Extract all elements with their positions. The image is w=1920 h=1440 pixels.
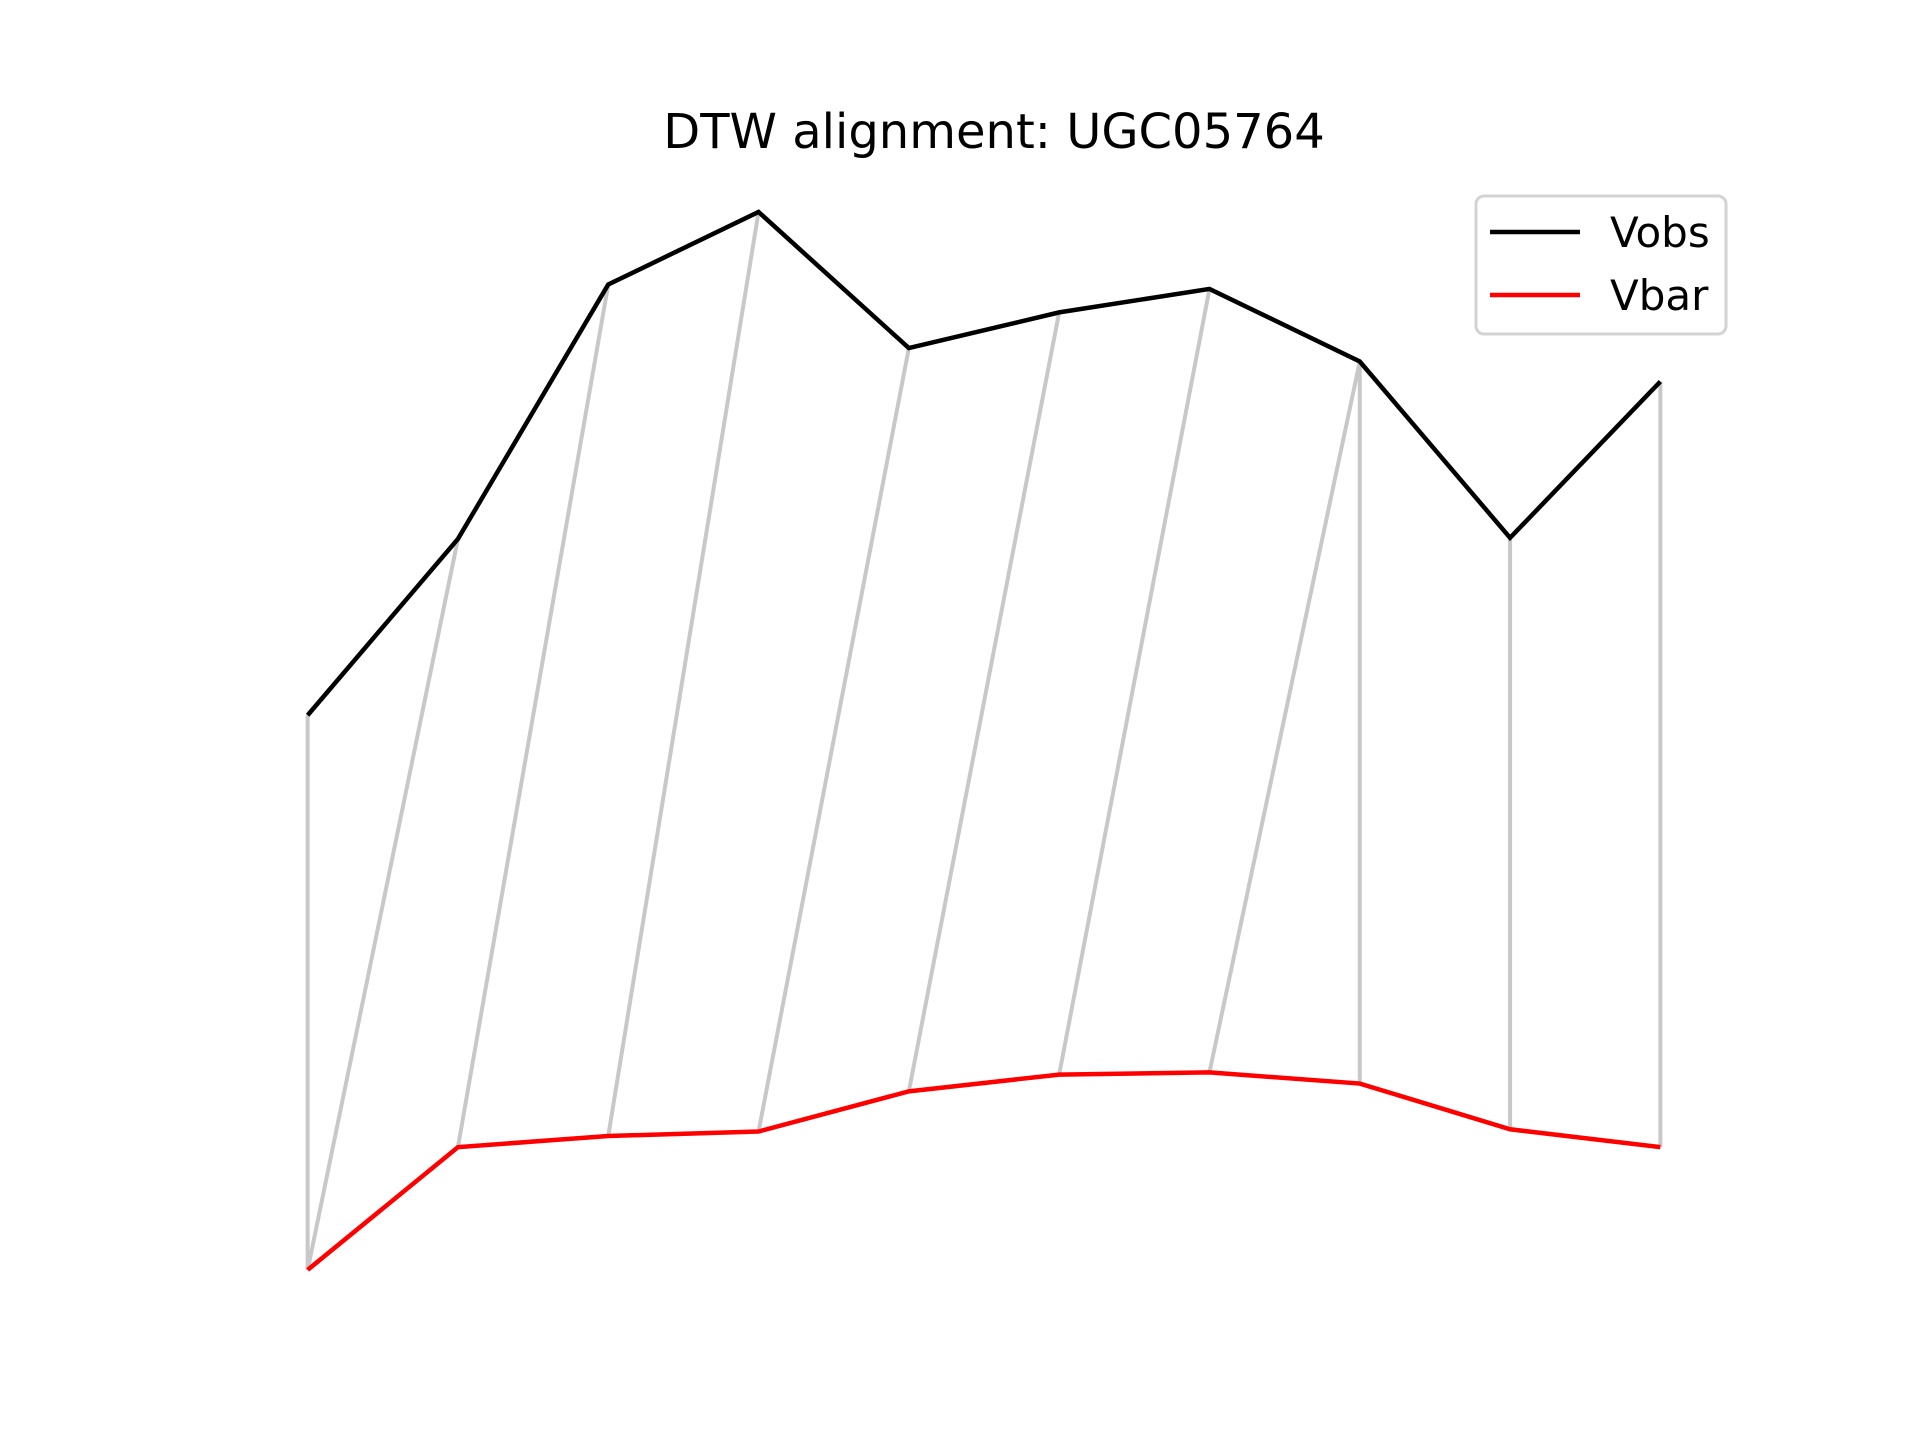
legend: Vobs Vbar (1474, 194, 1728, 336)
chart-title: DTW alignment: UGC05764 (663, 104, 1324, 160)
alignment-connection-7 (1207, 361, 1362, 1073)
alignment-connection-3 (606, 211, 761, 1137)
alignment-connection-2 (455, 284, 611, 1148)
alignment-connection-6 (1057, 288, 1212, 1075)
alignment-connections (305, 211, 1663, 1271)
series-line-vbar (306, 1070, 1661, 1272)
series-line-vobs (305, 209, 1662, 717)
legend-label-vbar: Vbar (1610, 271, 1709, 320)
legend-label-vobs: Vobs (1610, 208, 1710, 257)
alignment-connection-5 (906, 312, 1062, 1092)
series-lines (305, 209, 1662, 1272)
alignment-connection-1 (305, 538, 460, 1271)
alignment-connection-4 (756, 347, 911, 1132)
